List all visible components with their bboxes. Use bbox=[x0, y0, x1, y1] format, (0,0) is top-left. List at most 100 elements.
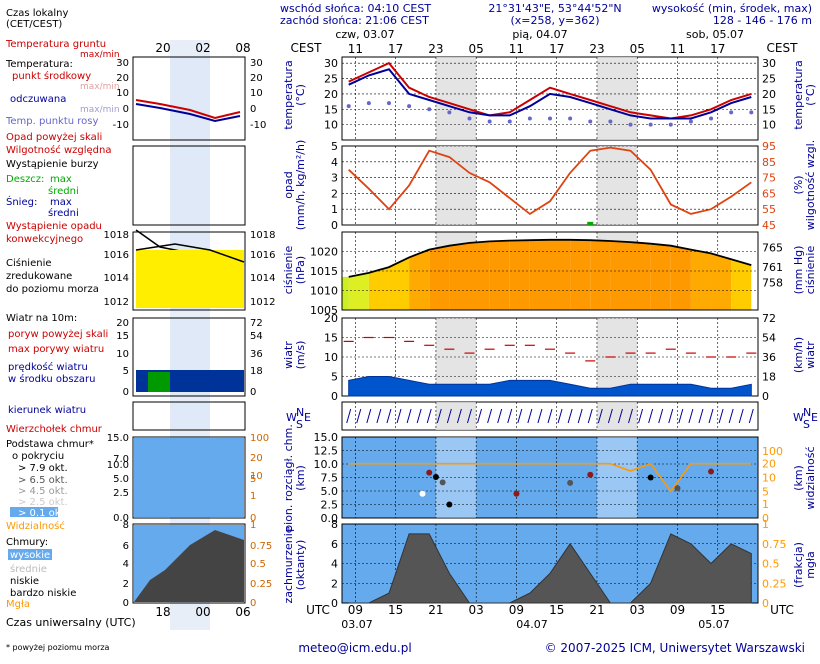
pressure-frame bbox=[341, 231, 759, 311]
tick-left-prec: 5 bbox=[331, 140, 338, 153]
hour-label-local: 17 bbox=[388, 42, 403, 56]
tick-right-cov: 1 bbox=[762, 518, 769, 531]
hour-label-local: 23 bbox=[428, 42, 443, 56]
legend-pres-outline bbox=[135, 243, 245, 263]
legend-cld-tick: 2.5 bbox=[113, 488, 129, 499]
tick-right-prec: 75 bbox=[762, 172, 776, 185]
tick-right-temp: 25 bbox=[762, 73, 776, 86]
legend-vis-tick: 1 bbox=[250, 491, 256, 502]
axis-title-wind-left-unit: (m/s) bbox=[294, 341, 307, 370]
tick-right-prec: 55 bbox=[762, 203, 776, 216]
legend-temp-line bbox=[135, 99, 241, 120]
pressure-area-segment bbox=[630, 242, 651, 310]
hour-label-local: 17 bbox=[710, 42, 725, 56]
legend-temp-tick-right: 30 bbox=[250, 58, 263, 69]
tick-right-temp: 30 bbox=[762, 57, 776, 70]
tick-right-temp: 20 bbox=[762, 88, 776, 101]
tick-left-cld: 5.0 bbox=[321, 485, 339, 498]
legend-temp-box-night bbox=[170, 57, 210, 140]
tick-left-wind: 0 bbox=[331, 390, 338, 403]
legend-temp-tick-right: 0 bbox=[250, 104, 256, 115]
dew-point-dot bbox=[709, 116, 714, 121]
hour-label-local: 23 bbox=[589, 42, 604, 56]
legend-srodek: w środku obszaru bbox=[8, 373, 95, 385]
legend-wind-green bbox=[148, 372, 170, 392]
tick-right-temp: 15 bbox=[762, 103, 776, 116]
hour-label-local: 11 bbox=[509, 42, 524, 56]
legend-temp-tick-right: 10 bbox=[250, 88, 263, 99]
pressure-area-segment bbox=[650, 243, 671, 310]
cloud-cover-area bbox=[348, 533, 752, 604]
legend-okt65: > 6.5 okt. bbox=[18, 475, 68, 486]
wind-direction-arrow bbox=[748, 408, 754, 424]
axis-title-prec-left: opad bbox=[282, 171, 295, 198]
legend-odczuwana: odczuwana bbox=[10, 94, 66, 105]
wind-direction-arrow bbox=[406, 408, 412, 424]
wind-direction-arrow bbox=[376, 408, 382, 424]
tick-left-cld: 2.5 bbox=[321, 499, 339, 512]
tick-left-prec: 4 bbox=[331, 156, 338, 169]
legend-temp-tick-left: -10 bbox=[113, 120, 129, 131]
hour-label-utc: 15 bbox=[710, 603, 725, 617]
legend-cld-tick: 15.0 bbox=[107, 433, 129, 444]
axis-title-cov-left-unit: (oktanty) bbox=[294, 540, 307, 591]
wind-direction-arrow bbox=[456, 408, 462, 424]
legend-niskie: niskie bbox=[10, 576, 39, 587]
cloud-base-dot bbox=[587, 471, 594, 478]
tick-left-wind: 10 bbox=[324, 351, 338, 364]
axis-title-cov-right-unit: mgła bbox=[804, 551, 817, 579]
legend-srednie: średnie bbox=[10, 563, 47, 575]
legend-cld-tick: 7.0 bbox=[113, 454, 129, 465]
grid-text: (x=258, y=362) bbox=[510, 14, 599, 27]
legend-vis-tick: 10 bbox=[250, 471, 263, 482]
wind-direction-arrow bbox=[537, 408, 543, 424]
cloud-base-dot bbox=[419, 490, 426, 497]
legend-pres-box-frame bbox=[132, 231, 246, 311]
wind-letter-e: E bbox=[304, 411, 311, 424]
axis-title-wind-left: wiatr bbox=[282, 341, 295, 369]
hour-labels-bottom: 09 15 21 03 09 15 21 03 09 15 bbox=[348, 603, 726, 617]
tick-right-prec: 95 bbox=[762, 140, 776, 153]
main-panels: 1015202530101520253001234545556575859510… bbox=[310, 56, 787, 610]
legend-cov-tick: 6 bbox=[123, 541, 129, 552]
tz-utc-right: UTC bbox=[770, 603, 794, 617]
hour-label-local: 11 bbox=[670, 42, 685, 56]
legend-deszcz: Deszcz: bbox=[6, 174, 44, 185]
hour-label-utc: 03 bbox=[630, 603, 645, 617]
wind-speed-area bbox=[348, 376, 752, 397]
sunrise-text: wschód słońca: 04:10 CEST bbox=[280, 2, 431, 15]
tz-local-right: CEST bbox=[767, 41, 799, 55]
wind-letter-w-r: W bbox=[793, 411, 804, 424]
wind-direction-arrow bbox=[617, 408, 623, 424]
pressure-area-segment bbox=[469, 241, 490, 310]
axis-title-cov-left: zachmurzenie bbox=[282, 526, 295, 603]
footer-email[interactable]: meteo@icm.edu.pl bbox=[298, 641, 411, 655]
cloud-base-dot bbox=[708, 468, 715, 475]
legend-snieg-sredni: średni bbox=[48, 207, 79, 219]
tick-left-cld: 15.0 bbox=[314, 431, 339, 444]
hour-label-utc: 15 bbox=[549, 603, 564, 617]
legend-footnote: * powyżej poziomu morza bbox=[6, 643, 110, 652]
legend-okt79: > 7.9 okt. bbox=[18, 463, 68, 474]
legend-snieg-max: max bbox=[50, 197, 72, 208]
wind-direction-arrow bbox=[648, 408, 654, 424]
wind-direction-arrow bbox=[497, 408, 503, 424]
wind-direction-arrow bbox=[738, 408, 744, 424]
wind-letter-s: S bbox=[296, 418, 303, 431]
legend-hour-bottom: 06 bbox=[235, 605, 250, 619]
dew-point-dot bbox=[628, 122, 633, 127]
tick-right-cld: 0 bbox=[762, 512, 769, 525]
tick-right-wind: 18 bbox=[762, 371, 776, 384]
legend-pres-tick-right: 1016 bbox=[250, 250, 275, 261]
legend-wind-tick-right: 0 bbox=[250, 387, 256, 398]
tick-right-cov: 0.25 bbox=[762, 577, 787, 590]
pressure-area-segment bbox=[368, 267, 389, 310]
axis-titles: temperatura (°C) temperatura (°C) opad (… bbox=[282, 60, 817, 603]
wind-direction-arrow bbox=[477, 408, 483, 424]
wind-direction-arrow bbox=[426, 408, 432, 424]
wind-direction-arrow bbox=[678, 408, 684, 424]
pressure-area-segment bbox=[690, 249, 712, 310]
axis-title-wind-right-unit: (km/h) bbox=[792, 337, 805, 373]
wind-direction-arrow bbox=[718, 408, 724, 424]
